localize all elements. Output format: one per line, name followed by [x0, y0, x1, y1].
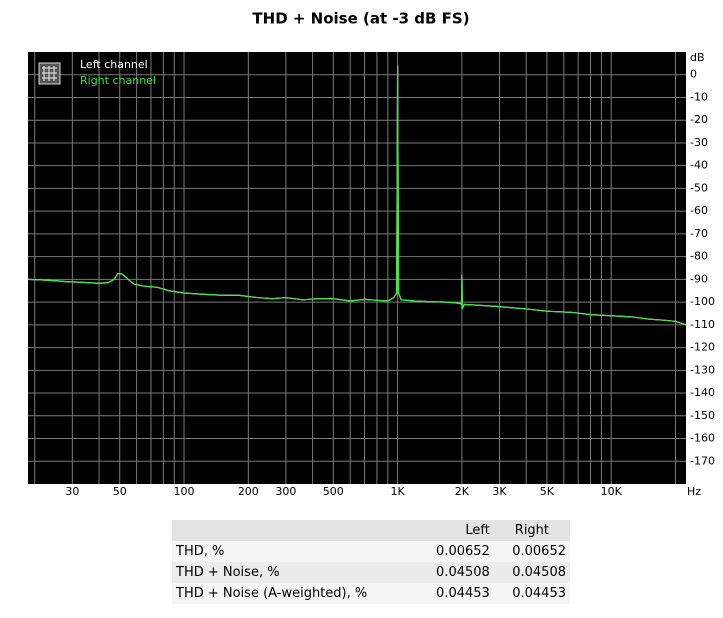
y-tick-label: -110 — [690, 318, 715, 331]
y-tick-label: 0 — [690, 68, 697, 81]
x-tick-label: 500 — [323, 485, 344, 498]
y-tick-label: -160 — [690, 432, 715, 445]
table-cell: THD, % — [176, 544, 225, 559]
y-tick-label: -150 — [690, 409, 715, 422]
y-tick-label: -140 — [690, 386, 715, 399]
chart: THD + Noise (at -3 dB FS) 30 50 100 200 300 5… — [27, 10, 715, 498]
table-cell: 0.04453 — [436, 586, 490, 601]
x-tick-label: 2K — [455, 485, 470, 498]
legend-entry: Right channel — [80, 74, 156, 87]
x-tick-label: 100 — [174, 485, 195, 498]
x-tick-label: 10K — [601, 485, 623, 498]
x-tick-label: 50 — [113, 485, 127, 498]
legend-entry: Left channel — [80, 58, 148, 71]
table-row: THD, % 0.00652 0.00652 — [172, 541, 570, 562]
y-tick-label: -80 — [690, 250, 708, 263]
y-tick-label: -90 — [690, 272, 708, 285]
results-table: Left Right THD, % 0.00652 0.00652 THD + Noise… — [172, 520, 570, 604]
y-tick-label: -30 — [690, 136, 708, 149]
table-cell: Right — [514, 523, 550, 538]
table-cell: 0.04453 — [512, 586, 566, 601]
y-tick-label: -70 — [690, 227, 708, 240]
series-line — [27, 65, 687, 326]
x-tick-label: 5K — [540, 485, 555, 498]
y-axis-label: dB — [690, 51, 705, 64]
y-tick-label: -100 — [690, 295, 715, 308]
table-cell: 0.04508 — [436, 565, 490, 580]
x-tick-label: 30 — [65, 485, 79, 498]
table-cell: 0.00652 — [512, 544, 566, 559]
table-cell: THD + Noise (A-weighted), % — [176, 586, 368, 601]
y-tick-label: -60 — [690, 204, 708, 217]
y-tick-label: -170 — [690, 454, 715, 467]
x-tick-label: 1K — [390, 485, 405, 498]
legend-icon — [38, 62, 61, 85]
y-tick-label: -120 — [690, 341, 715, 354]
table-row: THD + Noise, % 0.04508 0.04508 — [172, 562, 570, 583]
x-axis-label: Hz — [687, 485, 701, 498]
table-row: THD + Noise (A-weighted), % 0.04453 0.0445… — [172, 583, 570, 604]
y-tick-label: -40 — [690, 159, 708, 172]
y-tick-label: -50 — [690, 181, 708, 194]
table-cell: 0.04508 — [512, 565, 566, 580]
x-tick-label: 200 — [238, 485, 259, 498]
x-tick-label: 300 — [275, 485, 296, 498]
table-cell: 0.00652 — [436, 544, 490, 559]
table-header: Left Right — [172, 520, 570, 541]
plot-area — [28, 52, 686, 484]
chart-title: THD + Noise (at -3 dB FS) — [252, 10, 469, 28]
table-cell: Left — [465, 523, 490, 538]
y-tick-label: -20 — [690, 113, 708, 126]
table-cell: THD + Noise, % — [176, 565, 280, 580]
y-tick-label: -130 — [690, 363, 715, 376]
x-tick-label: 3K — [492, 485, 507, 498]
y-tick-label: -10 — [690, 90, 708, 103]
